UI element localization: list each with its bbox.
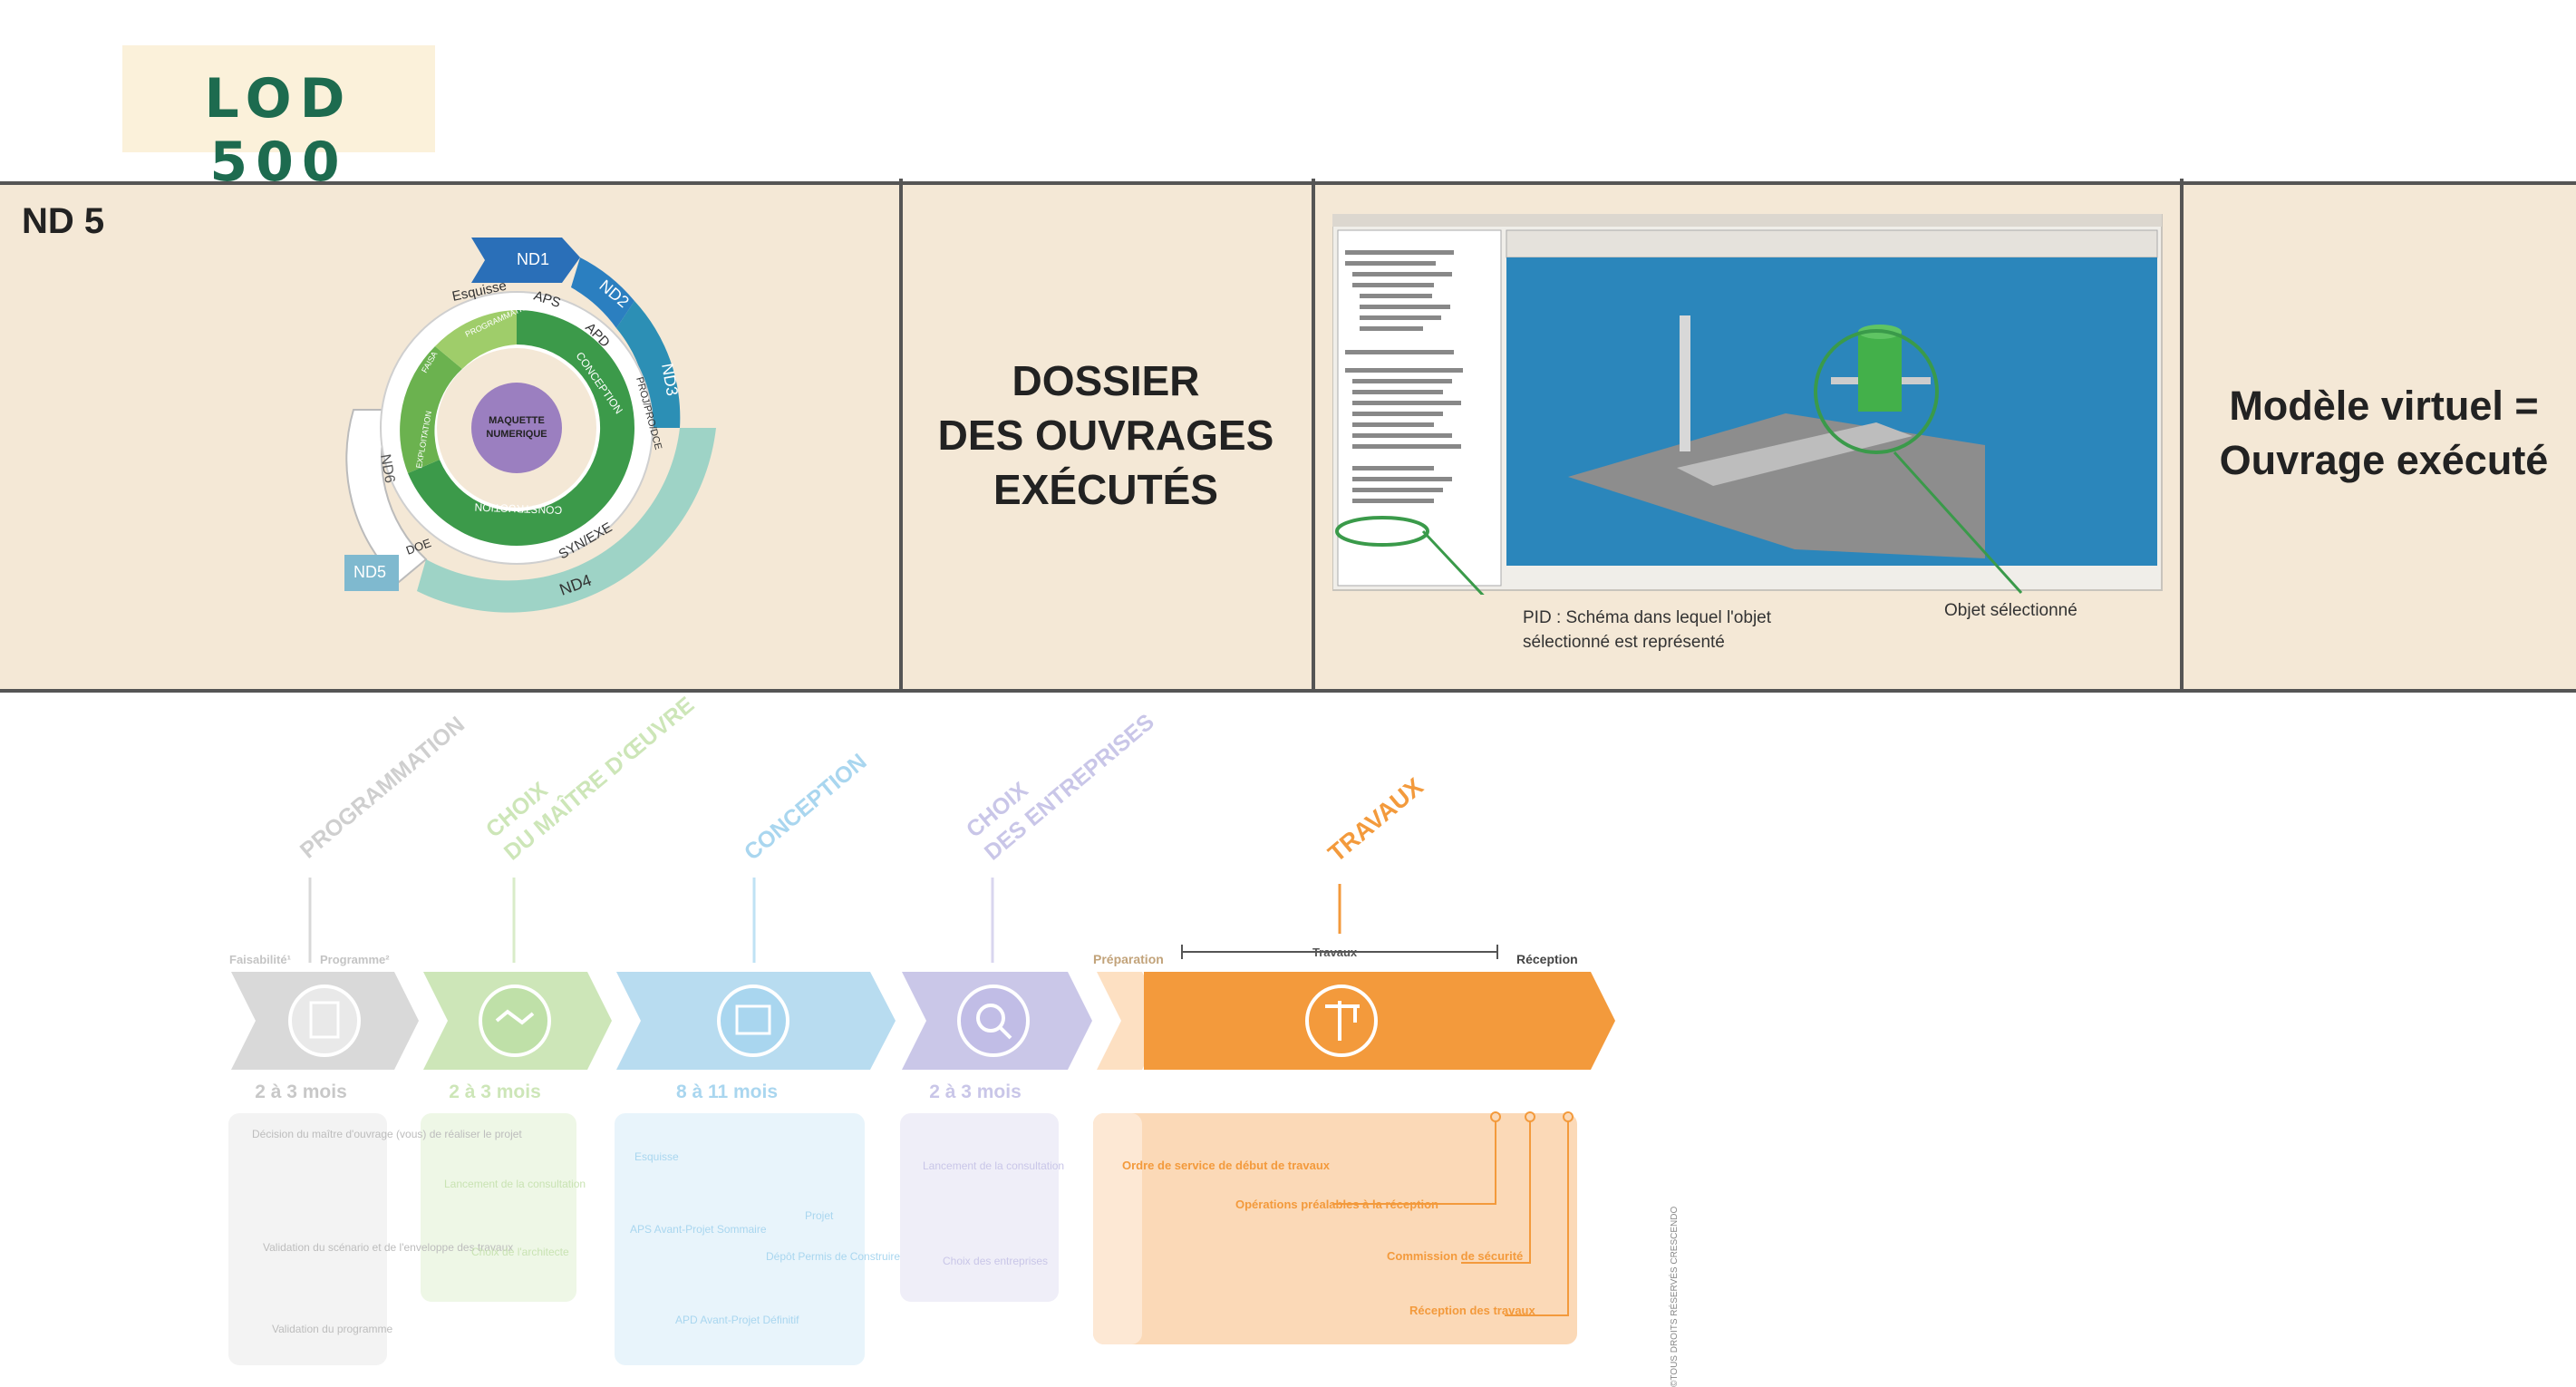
note-commission-securite: Commission de sécurité xyxy=(1387,1249,1523,1263)
band-divider xyxy=(899,179,903,691)
plant-floor xyxy=(1568,413,1985,558)
virtual-model-title: Modèle virtuel = Ouvrage exécuté xyxy=(2193,379,2574,488)
doe-line: EXÉCUTÉS xyxy=(993,466,1218,513)
note-projet: Projet xyxy=(805,1209,834,1222)
magnifier-icon xyxy=(957,984,1030,1057)
band-divider xyxy=(2180,179,2184,691)
conception-notes: Esquisse APS Avant-Projet Sommaire APD A… xyxy=(630,1150,900,1326)
note-permis: Dépôt Permis de Construire xyxy=(766,1250,900,1263)
notes-choix-moe xyxy=(421,1113,576,1302)
ring-construction: CONSTRUCTION xyxy=(474,500,562,516)
nd5-label: ND5 xyxy=(353,563,386,581)
lod-label: LOD 500 xyxy=(204,67,353,194)
nd4-arc xyxy=(417,428,716,613)
doe-line: DOSSIER xyxy=(1012,357,1200,404)
note-operations-prealables: Opérations préalables à la réception xyxy=(1235,1198,1438,1211)
note-reception-travaux: Réception des travaux xyxy=(1409,1304,1535,1317)
note-lancement-consultation: Lancement de la consultation xyxy=(444,1178,586,1190)
notes-travaux xyxy=(1093,1113,1577,1344)
duration-programmation: 2 à 3 mois xyxy=(255,1081,347,1102)
notes-conception xyxy=(615,1113,865,1365)
duration-conception: 8 à 11 mois xyxy=(676,1081,778,1102)
selected-tank xyxy=(1858,332,1902,412)
nd1-arrow xyxy=(471,238,580,283)
center-label-2: NUMERIQUE xyxy=(486,429,547,440)
chevron-travaux xyxy=(1144,972,1615,1070)
project-process-timeline: PROGRAMMATION CHOIX DU MAÎTRE D'ŒUVRE CO… xyxy=(228,691,1615,1365)
bim-cycle-diagram: MAQUETTE NUMERIQUE ND1 ND2 ND3 ND4 ND5 N… xyxy=(344,238,716,613)
duration-choix-entreprises: 2 à 3 mois xyxy=(929,1081,1022,1102)
pid-caption-line: sélectionné est représenté xyxy=(1523,633,1725,652)
programmation-notes: Décision du maître d'ouvrage (vous) de r… xyxy=(252,1128,522,1335)
title-programmation: PROGRAMMATION xyxy=(295,712,470,864)
maquette-center xyxy=(471,383,562,473)
virtual-line: Ouvrage exécuté xyxy=(2219,437,2549,483)
label-programme: Programme² xyxy=(320,953,390,966)
note-esquisse: Esquisse xyxy=(634,1150,679,1163)
programmation-ring xyxy=(400,346,462,473)
label-reception: Réception xyxy=(1516,952,1578,966)
faisabilite-ring xyxy=(435,310,517,369)
label-travaux: Travaux xyxy=(1312,946,1358,959)
virtual-line: Modèle virtuel = xyxy=(2229,383,2539,429)
note-ordre-service: Ordre de service de début de travaux xyxy=(1122,1159,1331,1172)
lod-badge: LOD 500 xyxy=(122,45,435,194)
note-decision: Décision du maître d'ouvrage (vous) de r… xyxy=(252,1128,522,1140)
title-travaux: TRAVAUX xyxy=(1323,772,1428,867)
note-choix-architecte: Choix de l'architecte xyxy=(471,1246,569,1258)
note-apd: APD Avant-Projet Définitif xyxy=(675,1314,799,1326)
blueprint-icon xyxy=(717,984,789,1057)
viewer-toolbar xyxy=(1506,229,2158,258)
notes-choix-entreprises xyxy=(900,1113,1059,1302)
label-faisabilite: Faisabilité¹ xyxy=(229,953,291,966)
notes-programmation xyxy=(228,1113,387,1365)
pid-caption: PID : Schéma dans lequel l'objet sélecti… xyxy=(1523,606,1771,655)
copyright-notice: ©TOUS DROITS RÉSERVÉS CRESCENDO xyxy=(1670,1206,1680,1387)
pid-circle xyxy=(1335,516,1429,547)
note-choix-entreprises: Choix des entreprises xyxy=(943,1255,1048,1267)
travaux-notes: Ordre de service de début de travaux Opé… xyxy=(1122,1159,1535,1317)
conception-ring xyxy=(408,310,634,546)
tree-panel xyxy=(1337,229,1502,587)
note-lancement-consultation-ent: Lancement de la consultation xyxy=(923,1159,1064,1172)
clipboard-icon xyxy=(288,984,361,1057)
nd-level-label: ND 5 xyxy=(22,201,105,241)
doe-title: DOSSIER DES OUVRAGES EXÉCUTÉS xyxy=(906,354,1305,517)
band-divider xyxy=(1312,179,1315,691)
pid-caption-line: PID : Schéma dans lequel l'objet xyxy=(1523,608,1772,627)
nd6-label: ND6 xyxy=(377,453,397,485)
plant-column xyxy=(1680,315,1690,451)
title-conception: CONCEPTION xyxy=(740,749,872,866)
note-aps: APS Avant-Projet Sommaire xyxy=(630,1223,767,1236)
doe-line: DES OUVRAGES xyxy=(937,412,1274,459)
nd3-arc xyxy=(616,301,681,428)
title-choix-moe-2: DU MAÎTRE D'ŒUVRE xyxy=(499,691,700,866)
label-preparation: Préparation xyxy=(1093,952,1164,966)
nd1-label: ND1 xyxy=(517,250,549,268)
selection-circle xyxy=(1814,329,1939,454)
object-caption: Objet sélectionné xyxy=(1944,601,2077,620)
duration-choix-moe: 2 à 3 mois xyxy=(449,1081,541,1102)
handshake-icon xyxy=(479,984,551,1057)
software-screenshot xyxy=(1332,214,2163,595)
choix-entreprises-notes: Lancement de la consultation Choix des e… xyxy=(923,1159,1064,1267)
tree-items xyxy=(1345,250,1463,503)
center-label-1: MAQUETTE xyxy=(489,415,545,426)
note-validation-scenario: Validation du scénario et de l'enveloppe… xyxy=(263,1241,513,1254)
choix-moe-notes: Lancement de la consultation Choix de l'… xyxy=(444,1178,586,1258)
nd2-arc xyxy=(571,257,634,328)
note-validation-programme: Validation du programme xyxy=(272,1323,393,1335)
nd5-box xyxy=(344,555,399,591)
plant-structure xyxy=(1677,422,1913,486)
